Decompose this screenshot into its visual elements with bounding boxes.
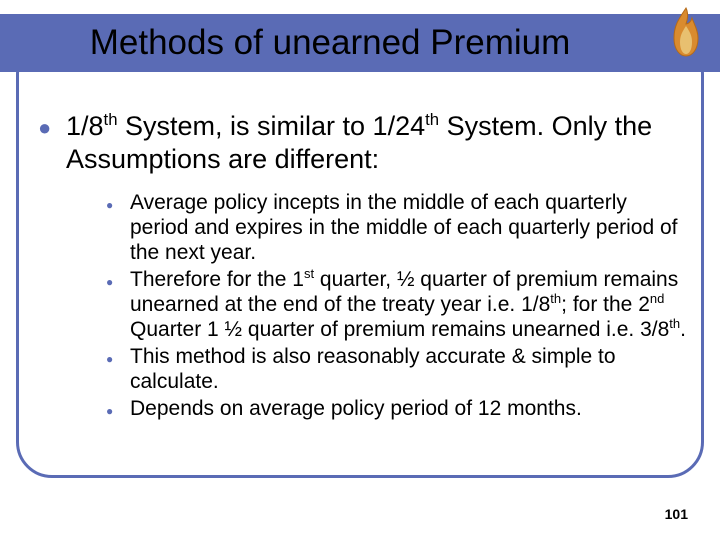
slide-title: Methods of unearned Premium	[0, 14, 660, 72]
superscript: th	[550, 291, 561, 306]
slide: Methods of unearned Premium ● 1/8th Syst…	[0, 0, 720, 540]
sub-bullet-text: Average policy incepts in the middle of …	[130, 190, 688, 265]
flame-icon	[666, 6, 706, 58]
main-bullet-text: 1/8th System, is similar to 1/24th Syste…	[66, 110, 688, 176]
superscript: th	[669, 316, 680, 331]
bullet-icon: ●	[106, 190, 130, 265]
text-frag: Therefore for the 1	[130, 268, 304, 291]
superscript: th	[104, 110, 118, 129]
list-item: ● Therefore for the 1st quarter, ½ quart…	[106, 267, 688, 342]
text-frag: .	[680, 318, 686, 341]
bullet-icon: ●	[106, 344, 130, 394]
superscript: th	[425, 110, 439, 129]
sub-bullet-text: Depends on average policy period of 12 m…	[130, 396, 582, 424]
page-number: 101	[665, 506, 688, 522]
text-frag: Quarter 1 ½ quarter of premium remains u…	[130, 318, 669, 341]
superscript: st	[304, 266, 314, 281]
bullet-icon: ●	[106, 396, 130, 424]
sub-bullet-text: This method is also reasonably accurate …	[130, 344, 688, 394]
list-item: ● This method is also reasonably accurat…	[106, 344, 688, 394]
sub-bullet-list: ● Average policy incepts in the middle o…	[38, 190, 688, 424]
superscript: nd	[650, 291, 664, 306]
text-frag: 1/8	[66, 111, 104, 141]
list-item: ● Depends on average policy period of 12…	[106, 396, 688, 424]
list-item: ● Average policy incepts in the middle o…	[106, 190, 688, 265]
text-frag: ; for the 2	[561, 293, 650, 316]
content-area: ● 1/8th System, is similar to 1/24th Sys…	[38, 110, 688, 426]
bullet-level1: ● 1/8th System, is similar to 1/24th Sys…	[38, 110, 688, 176]
bullet-icon: ●	[38, 110, 66, 176]
sub-bullet-text: Therefore for the 1st quarter, ½ quarter…	[130, 267, 688, 342]
bullet-icon: ●	[106, 267, 130, 342]
text-frag: System, is similar to 1/24	[118, 111, 426, 141]
